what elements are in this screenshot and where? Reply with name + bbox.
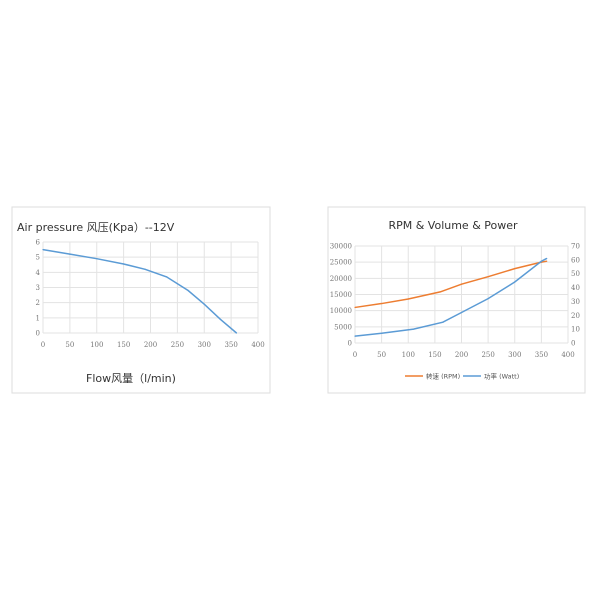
series-line-pressure [42, 248, 237, 334]
data-point [442, 321, 444, 323]
data-point [460, 283, 463, 285]
rpm-power-title: RPM & Volume & Power [388, 219, 518, 232]
y-tick-label: 30000 [330, 243, 352, 251]
y-tick-label: 15000 [330, 291, 352, 299]
data-point [412, 328, 415, 330]
y2-tick-label: 40 [571, 284, 580, 292]
data-point [144, 268, 146, 270]
x-tick-label: 0 [353, 351, 357, 359]
data-point [487, 298, 489, 300]
data-point [514, 268, 516, 270]
x-tick-label: 200 [144, 341, 157, 349]
y-tick-label: 0 [348, 340, 352, 348]
legend-label: 功率 (Watt) [484, 372, 519, 381]
data-point [219, 318, 221, 320]
y-tick-label: 20000 [330, 275, 352, 283]
x-tick-label: 400 [251, 341, 264, 349]
data-point [203, 303, 205, 305]
data-point [69, 253, 71, 255]
y2-tick-label: 30 [571, 298, 580, 306]
x-tick-label: 250 [171, 341, 184, 349]
data-point [381, 332, 383, 334]
x-tick-label: 50 [65, 341, 74, 349]
y-tick-label: 5000 [334, 323, 352, 331]
x-tick-label: 350 [535, 351, 548, 359]
y-tick-label: 10000 [330, 307, 352, 315]
data-point [235, 332, 238, 334]
y-tick-label: 1 [36, 314, 40, 322]
data-point [439, 291, 441, 293]
data-point [354, 306, 356, 309]
y-tick-label: 2 [36, 299, 40, 307]
y-tick-label: 0 [36, 330, 40, 338]
data-point [123, 263, 125, 265]
data-point [546, 260, 548, 262]
data-point [460, 311, 463, 314]
x-tick-label: 150 [117, 341, 130, 349]
x-tick-label: 250 [481, 351, 494, 359]
y-tick-label: 6 [36, 239, 41, 247]
pressure-frame [11, 206, 271, 394]
data-point [514, 281, 516, 283]
y2-tick-label: 10 [571, 326, 580, 334]
legend-label: 转速 (RPM) [426, 372, 460, 381]
y2-tick-label: 50 [571, 270, 580, 278]
y-tick-label: 25000 [330, 259, 352, 267]
data-point [166, 276, 168, 278]
data-point [407, 298, 409, 300]
x-tick-label: 200 [455, 351, 468, 359]
x-tick-label: 100 [90, 341, 103, 349]
data-point [354, 335, 356, 337]
x-tick-label: 300 [508, 351, 521, 359]
x-tick-label: 0 [41, 341, 45, 349]
x-tick-label: 150 [428, 351, 441, 359]
x-tick-label: 350 [224, 341, 237, 349]
y-tick-label: 5 [36, 254, 40, 262]
data-point [487, 276, 489, 278]
data-point [42, 248, 44, 251]
y2-tick-label: 60 [571, 256, 580, 264]
data-point [546, 257, 548, 260]
data-point [381, 302, 383, 305]
x-tick-label: 300 [198, 341, 211, 349]
pressure-x-axis-label: Flow风量（l/min) [86, 372, 176, 385]
y2-tick-label: 20 [571, 312, 580, 320]
rpm-power-frame [327, 206, 586, 394]
x-tick-label: 50 [377, 351, 386, 359]
data-point [96, 258, 98, 260]
x-tick-label: 400 [561, 351, 574, 359]
y-tick-label: 4 [36, 269, 41, 277]
x-tick-label: 100 [402, 351, 415, 359]
data-point [540, 260, 542, 262]
y2-tick-label: 0 [571, 340, 575, 348]
y-tick-label: 3 [36, 284, 40, 292]
data-point [187, 289, 189, 292]
y2-tick-label: 70 [571, 243, 580, 251]
pressure-title: Air pressure 风压(Kpa）--12V [17, 221, 175, 234]
